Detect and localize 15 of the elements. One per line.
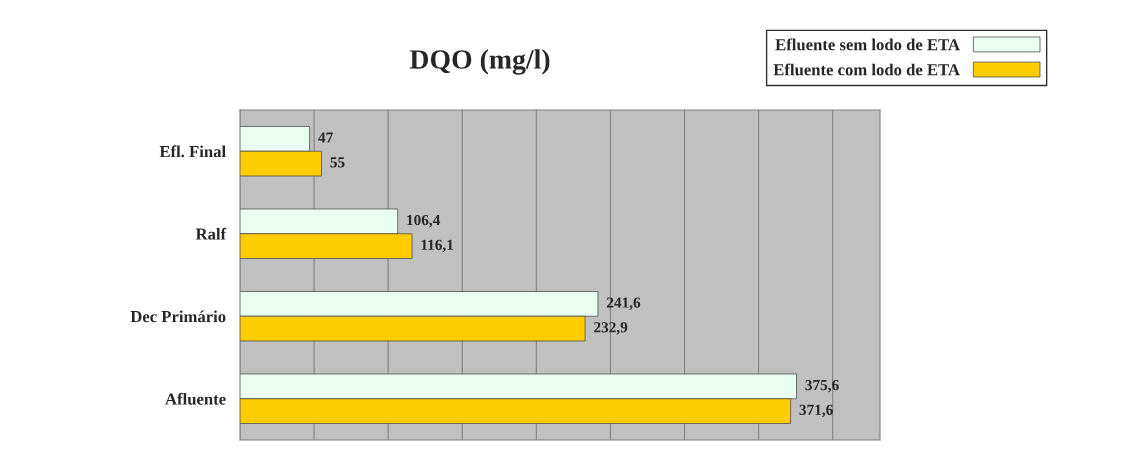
data-label: 106,4 (407, 214, 441, 228)
chart-title: DQO (mg/l) (409, 49, 550, 75)
y-tick-label: Afluente (165, 392, 226, 405)
y-tick-label: Efl. Final (159, 145, 226, 158)
data-label: 241,6 (606, 297, 641, 310)
y-tick-label: Dec Primário (130, 310, 226, 323)
y-tick-label: Ralf (195, 227, 227, 240)
data-label: 232,9 (594, 322, 628, 335)
data-label: 371,6 (799, 404, 833, 418)
data-label: 47 (318, 132, 333, 143)
data-label: 55 (330, 157, 345, 168)
data-label: 116,1 (421, 239, 454, 253)
data-label: 375,6 (805, 379, 839, 393)
legend-label: Efluente sem lodo de ETA (775, 38, 960, 51)
legend-label: Efluente com lodo de ETA (773, 63, 960, 76)
